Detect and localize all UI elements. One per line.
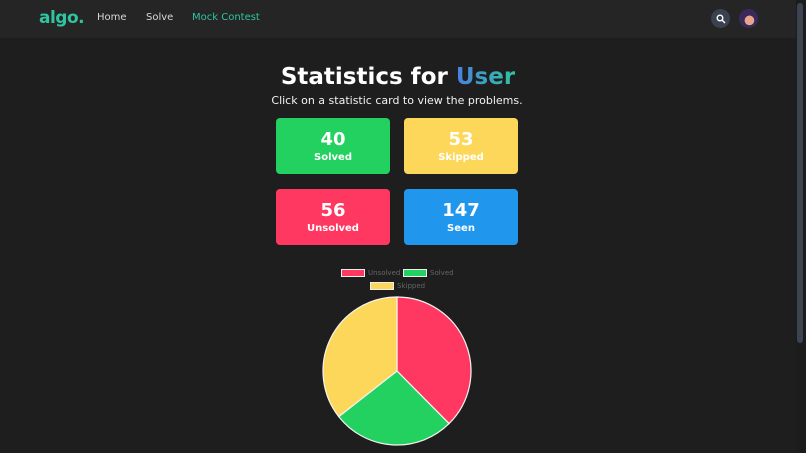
stat-value: 56: [320, 199, 346, 221]
scrollbar-thumb[interactable]: [797, 3, 803, 343]
legend-item-solved[interactable]: Solved: [403, 269, 454, 277]
stat-value: 40: [320, 128, 346, 150]
search-button[interactable]: [711, 9, 730, 28]
stat-value: 53: [448, 128, 474, 150]
stat-card-seen[interactable]: 147 Seen: [404, 189, 518, 245]
stat-card-solved[interactable]: 40 Solved: [276, 118, 390, 174]
username: User: [455, 64, 516, 90]
pie-slice-solved[interactable]: [337, 370, 450, 446]
legend-item-unsolved[interactable]: Unsolved: [341, 269, 400, 277]
avatar[interactable]: [739, 9, 758, 28]
page-title: Statistics for User: [280, 64, 516, 90]
stat-card-unsolved[interactable]: 56 Unsolved: [276, 189, 390, 245]
legend-swatch: [403, 269, 427, 277]
pie-slice-skipped[interactable]: [322, 296, 398, 418]
page-subtitle: Click on a statistic card to view the pr…: [271, 94, 523, 107]
stat-card-skipped[interactable]: 53 Skipped: [404, 118, 518, 174]
stat-value: 147: [442, 199, 480, 221]
stat-label: Skipped: [438, 151, 484, 163]
nav-link-mock-contest[interactable]: Mock Contest: [192, 12, 260, 23]
stat-label: Unsolved: [307, 222, 359, 234]
nav-link-solve[interactable]: Solve: [146, 12, 174, 23]
scrollbar[interactable]: [796, 0, 806, 453]
navbar: algo. Home Solve Mock Contest: [0, 0, 796, 38]
stat-label: Seen: [447, 222, 475, 234]
nav-link-home[interactable]: Home: [97, 12, 127, 23]
stat-label: Solved: [314, 151, 352, 163]
logo[interactable]: algo.: [39, 8, 85, 28]
legend-swatch: [370, 282, 394, 290]
legend-swatch: [341, 269, 365, 277]
search-icon: [716, 14, 726, 24]
pie-chart[interactable]: [322, 296, 472, 446]
pie-slice-unsolved[interactable]: [396, 296, 472, 425]
legend-item-skipped[interactable]: Skipped: [370, 282, 425, 290]
